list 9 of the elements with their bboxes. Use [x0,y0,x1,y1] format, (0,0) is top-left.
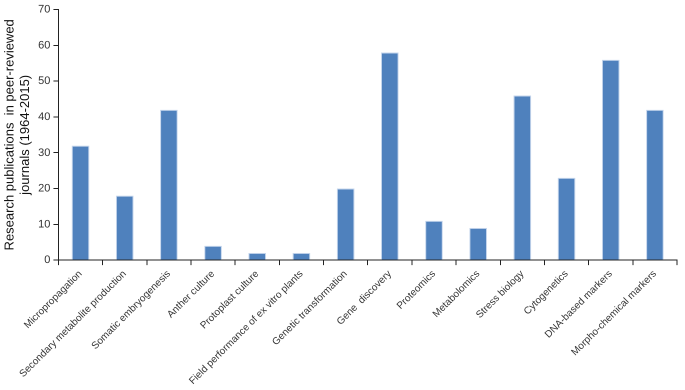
y-tick-label: 40 [38,110,50,123]
y-axis-title: Research publications in peer-reviewed journals (1964-2015) [1,19,32,250]
y-tick-label: 60 [38,39,50,52]
y-tick-label: 70 [38,4,50,16]
y-tick-label: 20 [38,182,50,195]
y-tick-label: 50 [38,75,50,88]
y-tick-label: 0 [44,254,50,266]
y-tick-label: 30 [38,146,50,159]
y-tick-label: 10 [38,218,50,230]
